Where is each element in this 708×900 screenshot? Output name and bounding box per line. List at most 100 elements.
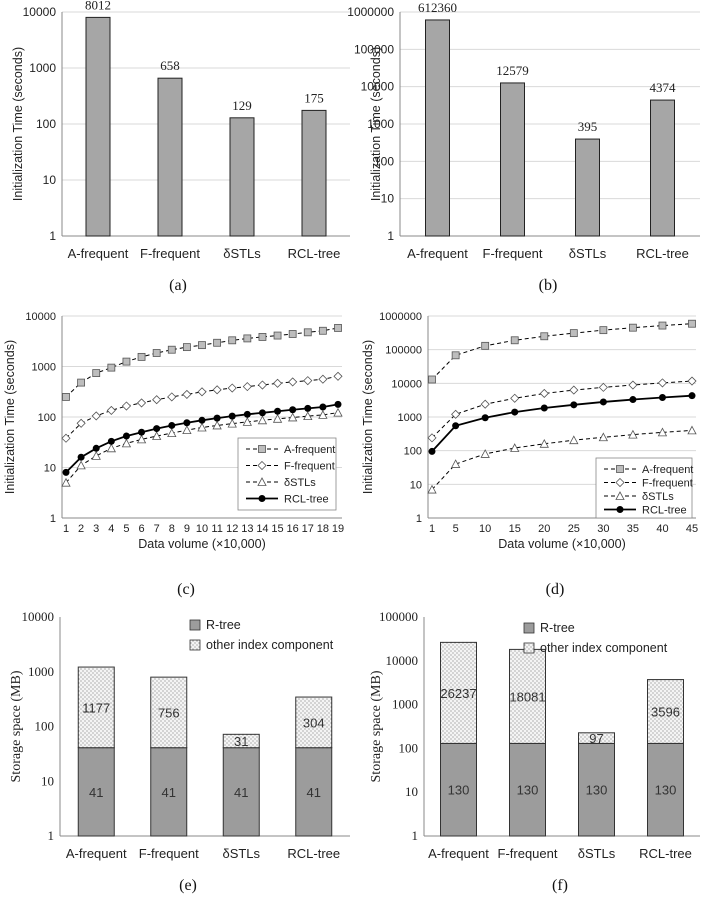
point-square	[243, 334, 252, 343]
bar-other	[647, 679, 684, 744]
y-tick-label: 100	[35, 719, 55, 734]
point-triangle	[167, 428, 177, 437]
panel-c: 1 10 100 1000 10000 Initialization Time (seco…	[3, 311, 344, 598]
point-square	[318, 326, 327, 335]
panel-d: 1 10 100 1000 10000 100000 1000000 Initializati…	[361, 311, 698, 598]
point-triangle	[121, 438, 132, 448]
panel-label: (f)	[552, 877, 568, 894]
category-label: A-frequent	[66, 846, 127, 861]
x-tick-label: 25	[568, 523, 580, 535]
point-circle	[511, 408, 519, 416]
point-circle	[258, 495, 266, 502]
series-line	[431, 429, 693, 490]
point-diamond	[510, 393, 520, 403]
bar	[425, 19, 450, 237]
x-tick-label: 1	[429, 523, 435, 535]
point-diamond	[227, 383, 237, 393]
point-diamond	[333, 371, 343, 381]
point-square	[599, 326, 608, 335]
point-square	[107, 363, 116, 372]
category-label: RCL-tree	[636, 246, 689, 261]
point-circle	[570, 401, 578, 409]
category-label: A-frequent	[68, 246, 129, 261]
bar-rtree	[647, 742, 684, 837]
x-tick-label: 13	[241, 523, 253, 535]
legend-label: RCL-tree	[642, 505, 687, 517]
y-tick-label: 1000	[367, 117, 394, 131]
legend-label: δSTLs	[284, 477, 316, 489]
point-diamond	[657, 378, 668, 388]
x-tick-label: 11	[211, 523, 222, 535]
x-tick-label: 7	[154, 523, 160, 535]
other-value-label: 18081	[509, 689, 545, 704]
y-tick-label: 10000	[386, 653, 419, 668]
point-diamond	[480, 399, 490, 409]
point-triangle	[136, 434, 147, 444]
point-circle	[304, 404, 312, 412]
point-circle	[153, 425, 161, 433]
bar	[650, 99, 675, 237]
series-line	[431, 323, 693, 380]
category-label: δSTLs	[569, 246, 607, 261]
x-tick-label: 35	[627, 523, 639, 535]
point-square	[62, 393, 70, 401]
x-axis-title: Data volume (×10,000)	[498, 537, 626, 551]
category-label: F-frequent	[483, 246, 543, 261]
other-value-label: 1177	[82, 700, 110, 715]
y-tick-label: 1000000	[347, 5, 394, 19]
point-square	[629, 323, 637, 332]
legend-swatch-other	[523, 642, 535, 654]
point-circle	[658, 393, 666, 401]
data-label: 175	[304, 90, 324, 105]
y-tick-label: 10	[381, 192, 395, 206]
point-circle	[122, 432, 130, 440]
point-triangle	[288, 412, 298, 422]
point-triangle	[510, 443, 520, 452]
point-diamond	[451, 409, 461, 419]
other-value-label: 3596	[651, 704, 680, 719]
point-square	[451, 351, 460, 360]
data-label: 4374	[650, 80, 677, 95]
point-circle	[62, 468, 70, 476]
rtree-value-label: 41	[162, 785, 176, 800]
point-diamond	[121, 401, 132, 411]
y-tick-label: 10	[41, 773, 54, 788]
legend-swatch-rtree	[523, 622, 535, 634]
category-label: RCL-tree	[288, 246, 341, 261]
data-label: 12579	[496, 63, 529, 78]
point-circle	[629, 396, 637, 404]
point-triangle	[182, 425, 192, 435]
point-square	[288, 330, 297, 338]
point-triangle	[227, 418, 237, 428]
point-diamond	[242, 382, 252, 392]
x-tick-label: 20	[538, 523, 550, 535]
panel-label: (a)	[169, 277, 187, 294]
point-triangle	[242, 417, 252, 426]
y-axis-title: Initialization Time (seconds)	[369, 47, 383, 201]
point-diamond	[91, 411, 101, 421]
panel-label: (e)	[179, 877, 197, 894]
legend-label: F-frequent	[642, 478, 693, 490]
point-diamond	[539, 388, 549, 399]
point-square	[92, 369, 101, 378]
point-circle	[228, 412, 236, 420]
point-diamond	[76, 418, 86, 428]
legend-label: δSTLs	[642, 491, 674, 503]
point-triangle	[91, 451, 101, 460]
y-tick-label: 100	[374, 154, 394, 168]
x-tick-label: 10	[479, 523, 491, 535]
point-triangle	[272, 413, 283, 423]
point-diamond	[318, 374, 328, 384]
point-diamond	[212, 385, 222, 395]
y-axis-title: Storage space (MB)	[9, 670, 24, 782]
x-tick-label: 12	[226, 523, 238, 535]
other-value-label: 26237	[440, 686, 476, 701]
data-label: 8012	[85, 0, 111, 12]
point-circle	[599, 398, 607, 406]
category-label: F-frequent	[140, 246, 200, 261]
bar-rtree	[578, 742, 615, 837]
y-tick-label: 1	[416, 513, 422, 525]
point-circle	[138, 428, 146, 436]
point-triangle	[257, 477, 267, 486]
